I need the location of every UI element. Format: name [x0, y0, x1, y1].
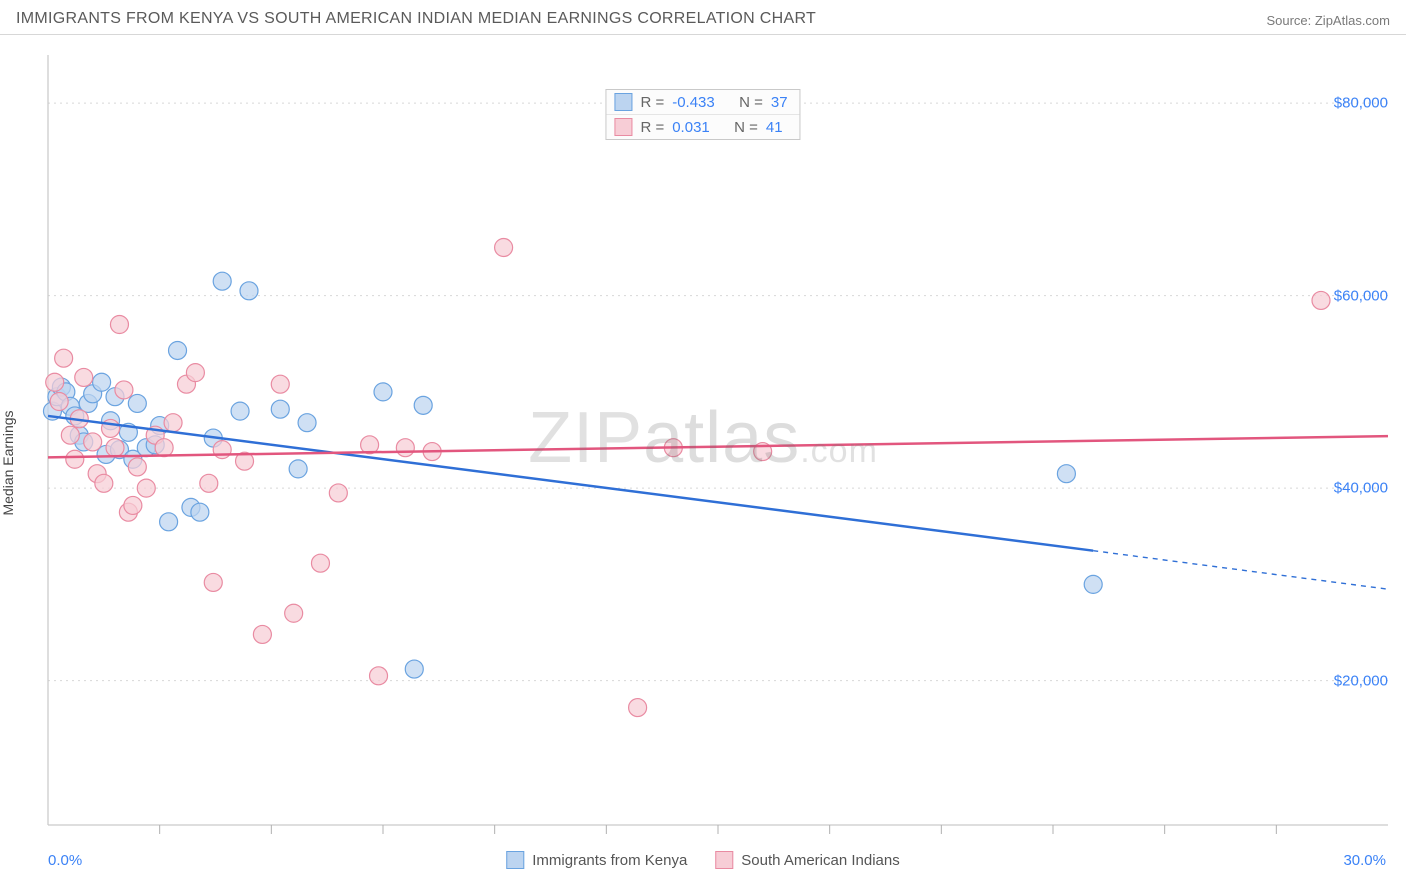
stats-legend: R = -0.433 N = 37 R = 0.031 N = 41 — [605, 89, 800, 140]
legend-item-kenya: Immigrants from Kenya — [506, 851, 687, 869]
y-axis-title: Median Earnings — [0, 410, 16, 515]
title-bar: IMMIGRANTS FROM KENYA VS SOUTH AMERICAN … — [0, 0, 1406, 35]
legend-item-sai: South American Indians — [715, 851, 899, 869]
x-axis-min-label: 0.0% — [48, 852, 82, 869]
source-attribution: Source: ZipAtlas.com — [1266, 13, 1390, 28]
y-tick-label: $40,000 — [1334, 480, 1388, 497]
series-legend: Immigrants from Kenya South American Ind… — [506, 851, 899, 869]
x-axis-max-label: 30.0% — [1343, 852, 1386, 869]
swatch-sai — [614, 118, 632, 136]
y-tick-label: $60,000 — [1334, 287, 1388, 304]
y-tick-label: $20,000 — [1334, 672, 1388, 689]
y-tick-label: $80,000 — [1334, 95, 1388, 112]
chart-title: IMMIGRANTS FROM KENYA VS SOUTH AMERICAN … — [16, 10, 816, 28]
swatch-kenya — [506, 851, 524, 869]
stats-row-sai: R = 0.031 N = 41 — [606, 114, 799, 139]
swatch-kenya — [614, 93, 632, 111]
scatter-plot — [0, 35, 1406, 847]
swatch-sai — [715, 851, 733, 869]
chart-area: Median Earnings ZIPatlas.com R = -0.433 … — [0, 35, 1406, 875]
stats-row-kenya: R = -0.433 N = 37 — [606, 90, 799, 114]
